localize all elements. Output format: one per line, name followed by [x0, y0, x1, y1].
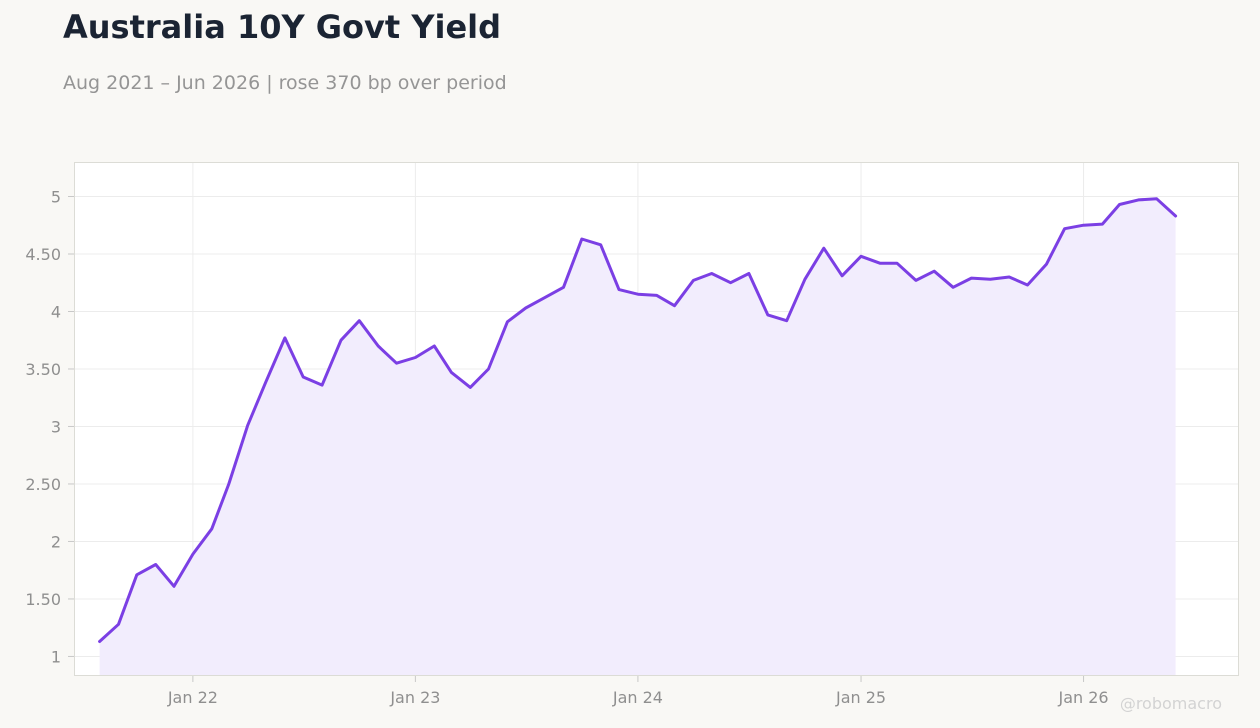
y-axis-ticks: 1 1.50 2 2.50 3 3.50 4 4.50 5: [25, 187, 74, 666]
y-tick-label: 5: [51, 187, 61, 206]
y-tick-label: 2.50: [25, 475, 61, 494]
y-tick-label: 1.50: [25, 590, 61, 609]
y-tick-label: 1: [51, 647, 61, 666]
chart-subtitle: Aug 2021 – Jun 2026 | rose 370 bp over p…: [63, 72, 507, 94]
y-tick-label: 4: [51, 302, 61, 321]
y-tick-label: 4.50: [25, 245, 61, 264]
y-tick-label: 3: [51, 417, 61, 436]
area-fill: [99, 198, 1176, 677]
yield-line: [98, 197, 1178, 643]
x-tick-label: Jan 22: [167, 688, 218, 707]
x-tick-label: Jan 23: [389, 688, 440, 707]
x-tick-label: Jan 24: [612, 688, 663, 707]
x-axis-ticks: Jan 22 Jan 23 Jan 24 Jan 25 Jan 26: [167, 676, 1109, 707]
chart-title: Australia 10Y Govt Yield: [63, 8, 502, 46]
watermark: @robomacro: [1119, 694, 1222, 713]
x-tick-label: Jan 26: [1057, 688, 1108, 707]
x-tick-label: Jan 25: [835, 688, 886, 707]
y-tick-label: 3.50: [25, 360, 61, 379]
plot-frame: [74, 162, 1239, 676]
y-tick-label: 2: [51, 532, 61, 551]
